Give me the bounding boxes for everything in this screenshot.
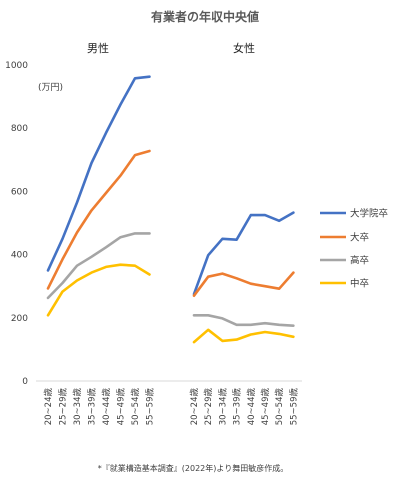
x-tick-label: 30~34歳	[217, 388, 228, 426]
y-tick-label: 1000	[5, 61, 28, 71]
panel-title-female: 女性	[233, 41, 255, 55]
unit-label: (万円)	[38, 82, 63, 93]
x-tick-label: 45~49歳	[260, 388, 271, 426]
x-tick-label: 50~54歳	[130, 388, 141, 426]
y-tick-label: 200	[11, 314, 28, 324]
x-tick-label: 25~29歳	[58, 388, 69, 426]
x-tick-label: 20~24歳	[43, 388, 54, 426]
x-tick-label: 45~49歳	[116, 388, 127, 426]
series-line-female-1	[192, 271, 295, 298]
x-tick-label: 55~59歳	[145, 388, 156, 426]
series-line-male-3	[46, 263, 151, 317]
x-tick-label: 40~44歳	[246, 388, 257, 426]
legend-label: 大学院卒	[350, 208, 388, 220]
y-tick-label: 600	[11, 187, 28, 197]
series-line-male-2	[46, 232, 151, 300]
series-line-female-0	[192, 211, 295, 296]
y-tick-label: 800	[11, 124, 28, 134]
y-tick-label: 0	[22, 377, 28, 387]
x-tick-label: 35~39歳	[232, 388, 243, 426]
legend-label: 高卒	[350, 255, 369, 267]
x-tick-label: 20~24歳	[189, 388, 200, 426]
series-line-male-1	[46, 149, 151, 290]
legend-label: 大卒	[350, 232, 369, 244]
series-line-female-2	[192, 313, 295, 328]
x-tick-label: 40~44歳	[101, 388, 112, 426]
footnote: *『就業構造基本調査』(2022年)より舞田敏彦作成。	[98, 463, 288, 473]
x-tick-label: 55~59歳	[288, 388, 299, 426]
x-tick-label: 30~34歳	[72, 388, 83, 426]
panel-title-male: 男性	[87, 41, 109, 55]
series-line-female-3	[192, 328, 295, 344]
x-tick-label: 50~54歳	[274, 388, 285, 426]
chart-title: 有業者の年収中央値	[151, 9, 259, 24]
series-line-male-0	[46, 75, 151, 272]
x-tick-label: 25~29歳	[203, 388, 214, 426]
y-tick-label: 400	[11, 251, 28, 261]
legend-label: 中卒	[350, 278, 369, 290]
x-tick-label: 35~39歳	[87, 388, 98, 426]
